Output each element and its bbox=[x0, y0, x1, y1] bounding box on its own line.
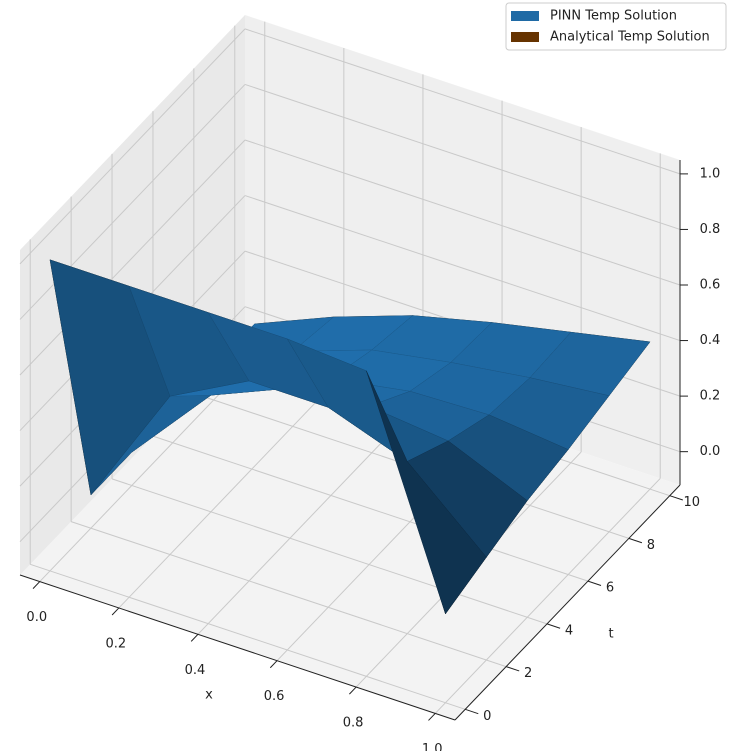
t-tick bbox=[505, 666, 520, 672]
z-tick-label: 0.0 bbox=[700, 444, 721, 459]
legend-swatch bbox=[511, 11, 539, 21]
x-tick-label: 1.0 bbox=[422, 742, 443, 751]
legend-swatch bbox=[511, 32, 539, 42]
legend-box bbox=[505, 2, 727, 51]
t-tick bbox=[628, 537, 643, 544]
t-tick-label: 6 bbox=[606, 581, 614, 596]
grid-line bbox=[244, 83, 681, 230]
legend-label: Analytical Temp Solution bbox=[550, 30, 710, 45]
z-tick-label: 0.2 bbox=[700, 389, 721, 404]
grid-line bbox=[70, 521, 507, 668]
t-tick-label: 10 bbox=[683, 495, 700, 510]
surface-patch bbox=[366, 370, 487, 615]
t-tick bbox=[465, 708, 479, 715]
x-tick bbox=[190, 633, 199, 642]
x-tick-label: 0.6 bbox=[264, 689, 285, 704]
grid-line bbox=[244, 195, 681, 342]
legend: PINN Temp Solution Analytical Temp Soluti… bbox=[505, 2, 727, 51]
grid-line bbox=[111, 478, 548, 625]
z-tick-label: 0.8 bbox=[700, 222, 721, 237]
x-axis-line bbox=[19, 574, 456, 721]
x-axis-label: x bbox=[205, 688, 213, 703]
x-tick bbox=[32, 581, 41, 589]
grid-line bbox=[118, 372, 345, 609]
x-tick bbox=[269, 660, 278, 669]
grid-line bbox=[434, 478, 661, 714]
axes: 0.0 0.2 0.4 0.6 0.8 1.0 0 2 4 6 8 10 0.0 0.2 0.4 0.6 0.8… bbox=[19, 160, 721, 751]
x-tick bbox=[428, 713, 436, 721]
z-tick-label: 0.6 bbox=[700, 278, 721, 293]
t-axis-line bbox=[454, 484, 681, 721]
x-tick-label: 0.4 bbox=[185, 663, 206, 678]
x-tick bbox=[349, 686, 357, 695]
grid-line bbox=[19, 28, 246, 265]
x-tick bbox=[111, 607, 120, 616]
t-tick-label: 2 bbox=[524, 666, 532, 681]
z-tick-label: 1.0 bbox=[700, 166, 721, 181]
grid-line bbox=[19, 139, 246, 376]
t-tick-label: 0 bbox=[483, 709, 491, 724]
surfaces bbox=[49, 259, 651, 615]
t-tick-label: 8 bbox=[647, 538, 655, 553]
grid-line bbox=[244, 28, 681, 175]
x-tick-label: 0.0 bbox=[26, 610, 47, 625]
t-tick bbox=[587, 580, 602, 586]
t-tick bbox=[546, 623, 561, 629]
x-tick-label: 0.8 bbox=[343, 716, 364, 731]
x-tick-label: 0.2 bbox=[106, 636, 127, 651]
t-tick bbox=[669, 495, 683, 501]
grid-line bbox=[244, 139, 681, 286]
t-axis-label: t bbox=[608, 627, 613, 642]
grid-line bbox=[152, 435, 589, 582]
z-tick-label: 0.4 bbox=[700, 333, 721, 348]
grid-line bbox=[30, 563, 466, 710]
t-tick-label: 4 bbox=[565, 623, 573, 638]
legend-label: PINN Temp Solution bbox=[550, 9, 677, 24]
